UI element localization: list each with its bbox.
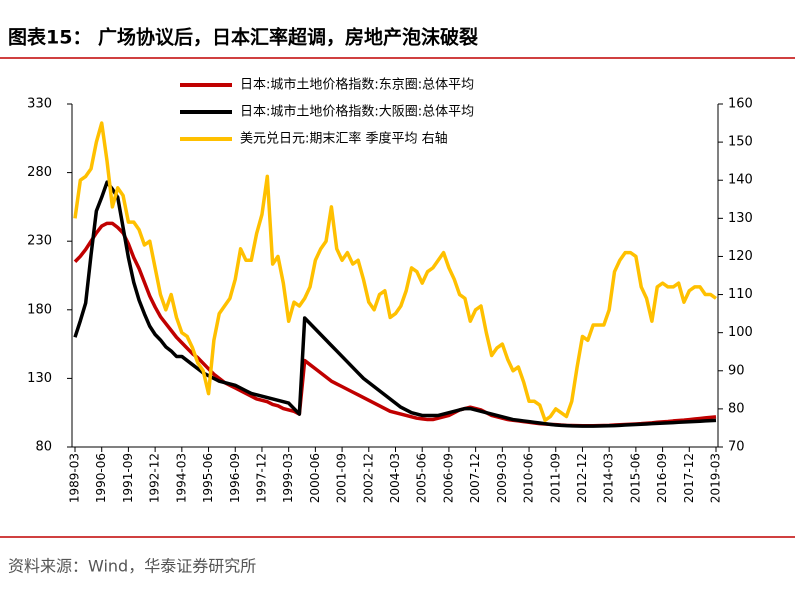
y-tick-label: 230 [27,234,52,249]
x-tick-label: 2012-12 [575,453,589,503]
y2-tick-label: 70 [728,440,745,455]
y2-tick-label: 100 [728,325,753,340]
x-tick-label: 1999-03 [281,453,295,503]
x-tick-label: 2016-09 [655,453,669,503]
y2-tick-label: 90 [728,363,745,378]
x-tick-label: 2006-09 [441,453,455,503]
x-tick-label: 2001-09 [335,453,349,503]
y2-tick-label: 160 [728,97,753,112]
x-tick-label: 2005-06 [415,453,429,503]
y-tick-label: 180 [27,302,52,317]
x-tick-label: 2009-03 [495,453,509,503]
series-line [73,121,718,423]
x-tick-label: 1992-12 [148,453,162,503]
y-tick-label: 130 [27,371,52,386]
y-tick-label: 280 [27,165,52,180]
y2-tick-label: 130 [728,211,753,226]
x-tick-label: 1995-06 [201,453,215,503]
legend-label: 美元兑日元:期末汇率 季度平均 右轴 [240,131,448,147]
series-line [73,221,717,428]
series-line [73,180,717,428]
legend-label: 日本:城市土地价格指数:东京圈:总体平均 [240,77,474,93]
y2-tick-label: 80 [728,401,745,416]
x-tick-label: 2002-12 [361,453,375,503]
x-tick-label: 1989-03 [68,453,82,503]
source: 资料来源：Wind，华泰证券研究所 [8,557,256,576]
x-tick-label: 2014-03 [602,453,616,503]
chart-title: 图表15： 广场协议后，日本汇率超调，房地产泡沫破裂 [8,26,478,49]
legend-label: 日本:城市土地价格指数:大阪圈:总体平均 [240,104,474,120]
y2-tick-label: 110 [728,287,753,302]
x-tick-label: 2011-09 [548,453,562,503]
x-tick-label: 1996-09 [228,453,242,503]
x-tick-label: 2015-06 [628,453,642,503]
y2-tick-label: 120 [728,249,753,264]
x-tick-label: 1997-12 [254,453,268,503]
x-tick-label: 1994-03 [174,453,188,503]
y2-tick-label: 140 [728,173,753,188]
x-tick-label: 2000-06 [308,453,322,503]
y2-tick-label: 150 [728,135,753,150]
x-tick-label: 2004-03 [388,453,402,503]
y-tick-label: 80 [35,440,52,455]
x-tick-label: 2007-12 [468,453,482,503]
x-tick-label: 2019-03 [709,453,723,503]
x-tick-label: 2010-06 [522,453,536,503]
x-tick-label: 1990-06 [94,453,108,503]
y-tick-label: 330 [27,97,52,112]
x-tick-label: 1991-09 [121,453,135,503]
x-tick-label: 2017-12 [682,453,696,503]
